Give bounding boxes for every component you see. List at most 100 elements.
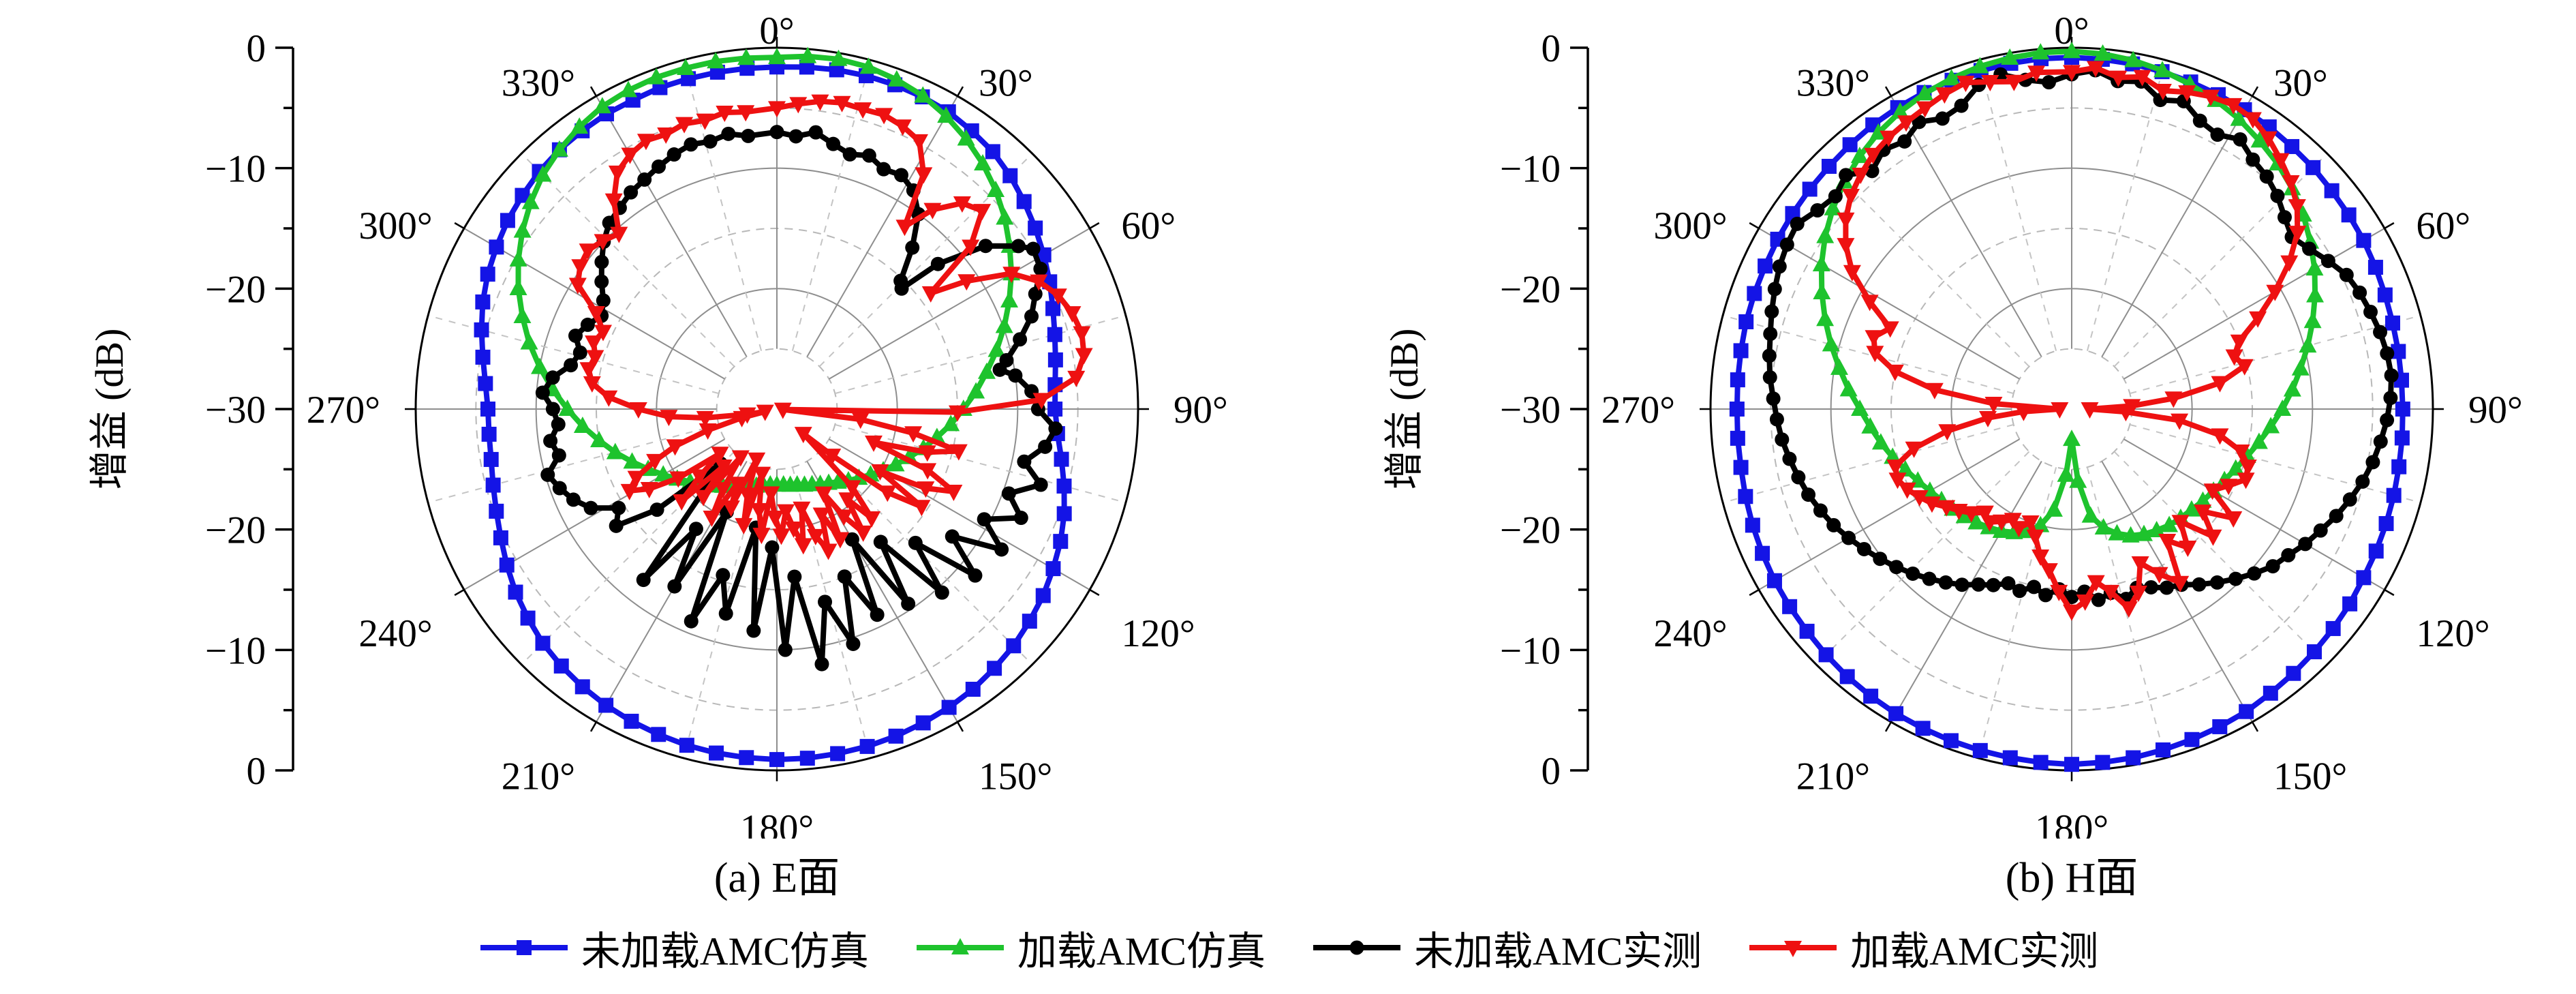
r-axis-tick-label: −20: [1500, 268, 1561, 311]
r-axis-tick-label: −20: [205, 509, 266, 552]
marker-square: [493, 530, 508, 545]
theta-tick: [589, 86, 598, 97]
marker-circle: [637, 172, 652, 187]
marker-square: [1863, 689, 1879, 704]
marker-triangle-up: [1967, 513, 1986, 530]
marker-circle: [945, 529, 960, 544]
marker-circle: [1873, 552, 1888, 567]
marker-triangle-down: [738, 407, 756, 424]
marker-triangle-down: [2026, 529, 2044, 546]
marker-square: [1755, 545, 1770, 561]
marker-square: [1738, 314, 1754, 329]
legend-marker-triangle-down: [1749, 941, 1837, 957]
marker-triangle-down: [2087, 575, 2105, 592]
marker-triangle-down: [1881, 321, 1899, 338]
marker-circle: [1791, 470, 1806, 485]
r-axis-tick-label: 0: [1542, 27, 1561, 70]
marker-triangle-down: [748, 452, 766, 469]
marker-triangle-down: [2202, 89, 2220, 106]
marker-triangle-up: [942, 415, 960, 432]
caption-h-plane: (b) H面: [2005, 855, 2138, 901]
marker-square: [1028, 220, 1043, 236]
marker-triangle-up: [1000, 290, 1019, 307]
marker-triangle-down: [752, 528, 771, 545]
theta-tick: [589, 721, 598, 732]
marker-triangle-up: [799, 46, 817, 63]
marker-square: [475, 294, 491, 310]
marker-triangle-down: [918, 445, 936, 462]
marker-square: [2305, 160, 2321, 175]
marker-triangle-up: [606, 442, 624, 460]
marker-triangle-down: [2194, 504, 2212, 522]
legend-label: 加载AMC仿真: [1017, 929, 1266, 974]
marker-triangle-down: [2081, 402, 2099, 419]
marker-square: [1758, 258, 1773, 274]
marker-circle: [602, 215, 617, 230]
marker-circle: [2192, 577, 2207, 592]
marker-triangle-down: [735, 517, 753, 534]
marker-triangle-down: [793, 501, 811, 518]
marker-circle: [596, 293, 611, 308]
marker-square: [1821, 158, 1837, 174]
marker-triangle-down: [2237, 472, 2255, 490]
marker-square: [1943, 733, 1959, 749]
marker-triangle-up: [1816, 310, 1835, 327]
marker-square: [1016, 194, 1032, 209]
marker-triangle-up: [2001, 48, 2019, 65]
marker-triangle-up: [974, 154, 992, 171]
marker-triangle-down: [2225, 349, 2243, 366]
marker-triangle-up: [619, 80, 637, 97]
marker-square: [2386, 487, 2402, 503]
theta-tick-label: 270°: [1601, 389, 1675, 432]
marker-circle: [1971, 577, 1986, 592]
marker-triangle-down: [1784, 941, 1803, 957]
marker-square: [1047, 352, 1063, 367]
marker-circle: [611, 500, 626, 515]
marker-square: [483, 451, 499, 467]
marker-triangle-down: [2171, 413, 2189, 430]
marker-triangle-down: [2027, 65, 2046, 82]
marker-square: [474, 322, 489, 337]
marker-triangle-up: [654, 465, 673, 482]
legend-item-未加载AMC仿真: 未加载AMC仿真: [478, 919, 869, 976]
marker-triangle-up: [1861, 417, 1880, 434]
marker-square: [1036, 247, 1052, 262]
grid-spoke: [1890, 460, 2042, 723]
marker-circle: [545, 402, 560, 417]
marker-triangle-down: [1866, 346, 1884, 363]
marker-triangle-down: [2005, 74, 2023, 91]
marker-square: [2391, 459, 2407, 475]
marker-triangle-up: [2306, 286, 2325, 303]
marker-triangle-down: [904, 426, 923, 443]
marker-circle: [930, 256, 945, 271]
marker-triangle-down: [1916, 101, 1934, 118]
marker-triangle-up: [1850, 147, 1869, 164]
marker-triangle-up: [977, 362, 996, 379]
marker-square: [535, 635, 551, 651]
marker-circle: [2281, 547, 2296, 562]
marker-triangle-down: [2203, 483, 2222, 500]
grid-spoke: [2086, 59, 2166, 351]
marker-triangle-up: [2194, 491, 2212, 508]
theta-tick: [1749, 588, 1760, 597]
marker-triangle-down: [1067, 370, 1086, 387]
marker-circle: [893, 168, 908, 183]
marker-triangle-up: [2147, 521, 2166, 538]
marker-triangle-down: [2211, 428, 2229, 445]
marker-square: [489, 503, 504, 519]
marker-circle: [992, 362, 1007, 377]
marker-triangle-down: [657, 127, 675, 145]
marker-circle: [718, 606, 733, 621]
marker-circle: [2380, 412, 2395, 427]
marker-triangle-up: [2063, 42, 2081, 59]
marker-triangle-down: [772, 528, 791, 545]
marker-triangle-down: [871, 464, 889, 481]
theta-tick: [454, 222, 465, 230]
marker-triangle-down: [1886, 364, 1904, 381]
marker-triangle-down: [2050, 584, 2068, 601]
marker-circle: [1841, 530, 1856, 545]
marker-circle: [583, 500, 598, 515]
marker-circle: [844, 532, 859, 547]
marker-triangle-up: [550, 140, 568, 157]
marker-triangle-up: [2291, 359, 2310, 376]
